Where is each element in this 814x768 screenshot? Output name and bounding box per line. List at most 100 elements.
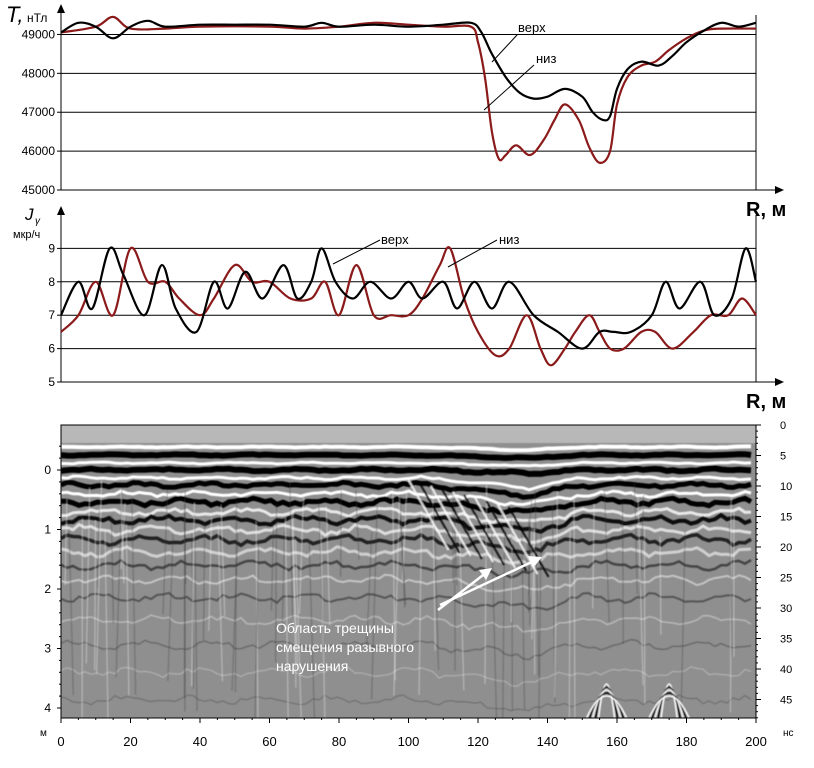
gamma-annotation-top: верх: [332, 232, 409, 265]
radargram-streak: [418, 510, 423, 695]
radargram-fault-reflection: [440, 488, 483, 560]
magnetic-series: [60, 15, 757, 164]
magnetic-label-bottom: низ: [536, 51, 556, 66]
radargram-streak: [366, 531, 373, 648]
radargram-air-layer: [61, 425, 756, 443]
gamma-y-label: J: [24, 205, 34, 224]
radargram-hyperbola: [654, 689, 684, 719]
time-tick-label: 35: [780, 634, 792, 646]
radargram-streak: [120, 490, 125, 584]
magnetic-y-tick-label: 46000: [22, 144, 56, 158]
magnetic-y-tick-label: 45000: [22, 183, 56, 197]
radargram-reflection-band: [60, 444, 751, 453]
time-tick-label: 10: [780, 481, 792, 493]
distance-tick-label: 120: [467, 734, 489, 749]
radargram-streak: [68, 528, 74, 696]
gamma-annotation-bottom: низ: [447, 232, 519, 268]
fault-label-line-1: Область трещины: [276, 620, 394, 636]
time-tick-label: 25: [780, 573, 792, 585]
radargram-streak: [217, 524, 224, 682]
magnetic-x-label: R, м: [746, 199, 786, 221]
magnetic-field-chart: 45000 46000 47000 48000 49000 T, нТл R, м ве…: [6, 2, 786, 221]
radargram-streak: [202, 523, 206, 641]
gamma-x-axis-arrow: [775, 378, 784, 386]
radargram-streak: [115, 487, 123, 678]
radargram-fault-reflection: [429, 485, 472, 557]
radargram-streak: [308, 539, 316, 719]
fault-arrow-1-head: [479, 568, 492, 580]
radargram-streak: [659, 536, 662, 635]
radargram-fault-reflection: [485, 500, 528, 572]
radargram-streak: [64, 498, 68, 586]
radargram-streak: [621, 502, 624, 644]
radargram-streak: [325, 506, 331, 626]
magnetic-annotation-bottom: низ: [483, 51, 556, 111]
magnetic-y-tick-label: 47000: [22, 105, 56, 119]
radargram-hyperbola: [648, 695, 690, 719]
time-tick-label: 40: [780, 664, 792, 676]
magnetic-annotation-top: верх: [491, 20, 546, 63]
radargram-streak: [529, 526, 532, 626]
radargram-streak: [284, 516, 289, 719]
gamma-chart: 5 6 7 8 9 J γ мкр/ч R, м верх низ: [13, 205, 786, 413]
gamma-y-label-sub: γ: [35, 216, 41, 227]
gamma-series-bottom-line: [60, 246, 757, 367]
radargram-hyperbola: [588, 692, 625, 719]
radargram-streak: [452, 489, 454, 583]
radargram: 0 1 2 3 4 0 5 10 15 20 25 30 35 40 45 0 20 40 60 80 100 120…: [40, 420, 794, 749]
fault-annotation: Область трещины смещения разывного наруш…: [276, 556, 542, 674]
radargram-streak: [162, 488, 169, 615]
radargram-reflection-band: [60, 614, 752, 633]
distance-tick-label: 40: [193, 734, 207, 749]
distance-tick-label: 180: [676, 734, 698, 749]
radargram-streak: [534, 490, 540, 676]
radargram-streak: [281, 531, 286, 634]
gamma-y-axis-arrow: [57, 206, 65, 215]
radargram-streak: [729, 522, 733, 657]
radargram-reflection-band: [60, 474, 752, 492]
gamma-label-bottom: низ: [499, 232, 519, 247]
magnetic-label-top: верх: [518, 20, 546, 35]
time-tick-label: 30: [780, 603, 792, 615]
radargram-reflection-band: [60, 451, 752, 462]
radargram-streak: [270, 524, 274, 611]
depth-tick-label: 1: [44, 523, 51, 537]
radargram-streak: [208, 518, 213, 631]
radargram-streak: [433, 502, 440, 670]
radargram-streak: [120, 503, 126, 570]
fault-arrow-1: [437, 571, 488, 611]
gamma-series-top-line: [60, 246, 758, 350]
radargram-reflection-band: [60, 489, 752, 507]
magnetic-y-tick-label: 48000: [22, 66, 56, 80]
fault-label-line-3: нарушения: [276, 658, 348, 674]
radargram-streak: [231, 533, 239, 691]
radargram-hyperbola: [651, 692, 687, 719]
radargram-streak: [491, 531, 498, 719]
radargram-hyperbola: [660, 683, 678, 719]
magnetic-series-bottom-line: [60, 15, 757, 164]
radargram-streak: [167, 533, 174, 682]
radargram-fault-reflection: [474, 497, 517, 569]
radargram-streak: [633, 483, 638, 594]
radargram-streak: [131, 497, 137, 695]
radargram-streak: [254, 539, 260, 719]
gamma-series: [60, 246, 758, 367]
radargram-time-unit: нс: [783, 728, 794, 739]
time-tick-label: 45: [780, 695, 792, 707]
fault-arrow-2: [439, 558, 537, 607]
radargram-streak: [96, 510, 101, 589]
distance-tick-label: 60: [262, 734, 276, 749]
radargram-streak: [637, 497, 644, 686]
radargram-depth-unit: м: [40, 728, 47, 739]
gamma-y-tick-label: 6: [48, 342, 55, 356]
radargram-streak: [573, 496, 576, 719]
radargram-streak: [291, 512, 298, 664]
time-tick-label: 5: [780, 451, 786, 463]
distance-tick-label: 160: [606, 734, 628, 749]
radargram-fault-reflection: [418, 482, 461, 554]
radargram-fault-reflection: [507, 506, 550, 578]
time-tick-label: 20: [780, 542, 792, 554]
depth-tick-label: 2: [44, 582, 51, 596]
radargram-reflection-band: [60, 479, 752, 500]
radargram-fault-reflection: [452, 491, 494, 563]
